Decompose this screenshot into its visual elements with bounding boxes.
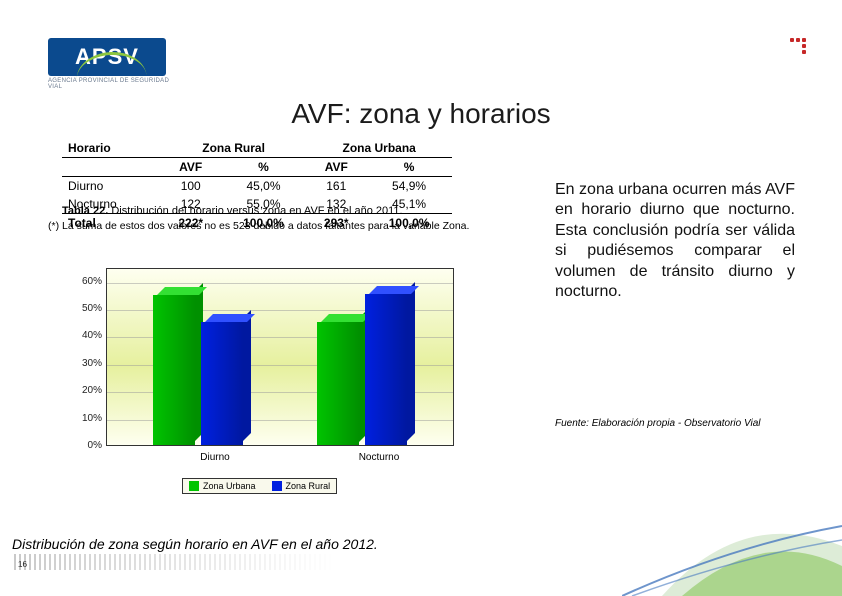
data-table: Horario Zona Rural Zona Urbana AVF % AVF… [62,139,452,232]
th-avf-u: AVF [306,158,366,177]
table-row: Diurno 100 45,0% 161 54,9% [62,177,452,196]
ytick-label: 0% [70,440,102,451]
ytick-label: 40% [70,330,102,341]
source-text: Fuente: Elaboración propia - Observatori… [555,418,760,429]
analysis-text: En zona urbana ocurren más AVF en horari… [555,180,795,303]
legend-urbana: Zona Urbana [203,481,256,491]
chart-legend: Zona Urbana Zona Rural [182,478,337,494]
chart-caption: Distribución de zona según horario en AV… [12,536,378,552]
chart-bar [153,295,195,445]
ytick-label: 50% [70,303,102,314]
xtick-label: Nocturno [349,452,409,463]
apsv-logo: APSV AGENCIA PROVINCIAL DE SEGURIDAD VIA… [48,38,178,96]
table-caption: Tabla 22. Distribución del horario versu… [62,205,482,217]
chart-bar [317,322,359,446]
ytick-label: 20% [70,385,102,396]
ytick-label: 60% [70,276,102,287]
bottom-decoration [14,554,334,570]
th-pct-u: % [366,158,452,177]
corner-decoration [790,38,806,54]
bar-chart: Diurno Nocturno Zona Urbana Zona Rural 0%… [60,260,480,490]
swoosh-decoration [622,496,842,596]
th-pct-r: % [221,158,307,177]
ytick-label: 30% [70,358,102,369]
chart-bar [365,294,407,445]
th-horario: Horario [62,139,161,158]
xtick-label: Diurno [185,452,245,463]
th-avf-r: AVF [161,158,221,177]
chart-bar [201,322,243,445]
th-rural: Zona Rural [161,139,307,158]
table-footnote: (*) La suma de estos dos valores no es 5… [48,220,469,232]
logo-subtitle: AGENCIA PROVINCIAL DE SEGURIDAD VIAL [48,78,178,90]
th-urbana: Zona Urbana [306,139,452,158]
legend-rural: Zona Rural [286,481,331,491]
slide-title: AVF: zona y horarios [0,98,842,130]
ytick-label: 10% [70,413,102,424]
